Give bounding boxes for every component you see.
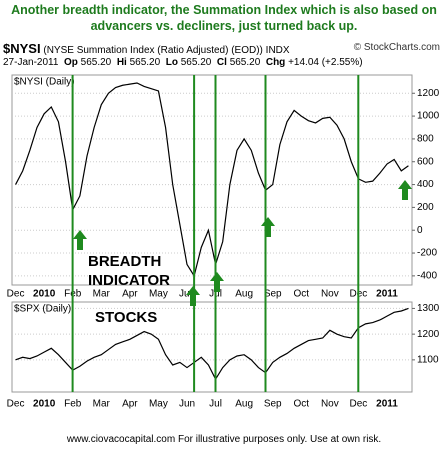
x-tick-label: Oct — [294, 289, 310, 300]
series-line — [15, 307, 409, 381]
x-tick-label: 2011 — [376, 289, 398, 300]
annotation: BREADTH — [88, 253, 161, 270]
y-tick-label: 200 — [417, 202, 434, 213]
panel-frame — [11, 301, 413, 393]
y-tick-label: 1300 — [417, 303, 440, 314]
x-tick-label: May — [149, 399, 168, 410]
x-tick-label: Dec — [350, 399, 368, 410]
x-tick-label: Dec — [7, 289, 25, 300]
symbol: $NYSI — [3, 41, 41, 56]
x-tick-label: Mar — [93, 289, 111, 300]
x-tick-label: Mar — [93, 399, 111, 410]
quote-value: 565.20 — [129, 57, 161, 68]
up-arrow — [398, 180, 412, 200]
up-arrow — [73, 230, 87, 250]
x-tick-label: Oct — [294, 399, 310, 410]
panel-label: $NYSI (Daily) — [14, 77, 75, 88]
source: © StockCharts.com — [353, 42, 440, 53]
quote-label: Lo — [165, 57, 178, 68]
quote-label: Chg — [265, 57, 286, 68]
series-line — [15, 82, 409, 278]
chart: -400 -200 0 200 400 600 800 1000 1200 Dec 2010 Feb M… — [7, 74, 440, 410]
x-tick-label: Dec — [7, 399, 25, 410]
quote-value: 565.20 — [229, 57, 261, 68]
x-tick-label: Aug — [235, 289, 253, 300]
x-tick-label: May — [149, 289, 168, 300]
x-tick-label: Aug — [235, 399, 253, 410]
quote-label: Op — [63, 57, 78, 68]
y-tick-label: 1200 — [417, 329, 440, 340]
up-arrow — [210, 272, 224, 292]
y-tick-label: -200 — [417, 248, 437, 259]
panel-label: $SPX (Daily) — [14, 304, 71, 315]
quote-value: 565.20 — [180, 57, 212, 68]
x-tick-label: Jul — [209, 399, 222, 410]
x-tick-label: Nov — [321, 289, 339, 300]
quote-label: Cl — [216, 57, 227, 68]
quote-value: +14.04 (+2.55%) — [288, 57, 363, 68]
quote-value: 565.20 — [80, 57, 112, 68]
up-arrow — [186, 286, 200, 306]
x-tick-label: Nov — [321, 399, 339, 410]
x-tick-label: 2010 — [33, 399, 56, 410]
title: Another breadth indicator, the Summation… — [11, 3, 437, 33]
header-line: $NYSI (NYSE Summation Index (Ratio Adjus… — [3, 41, 290, 56]
exchange: INDX — [265, 45, 290, 56]
y-tick-label: 0 — [417, 225, 423, 236]
y-tick-label: 1200 — [417, 88, 440, 99]
description: (NYSE Summation Index (Ratio Adjusted) (… — [43, 45, 263, 56]
y-tick-label: 600 — [417, 156, 434, 167]
y-tick-label: 400 — [417, 179, 434, 190]
x-tick-label: 2010 — [33, 289, 56, 300]
x-tick-label: Apr — [122, 289, 138, 300]
y-tick-label: 800 — [417, 134, 434, 145]
quote-date: 27-Jan-2011 — [3, 57, 59, 68]
footer: www.ciovacocapital.com For illustrative … — [66, 434, 382, 445]
annotation: STOCKS — [95, 309, 157, 326]
quote-label: Hi — [116, 57, 127, 68]
x-tick-label: Jun — [179, 399, 195, 410]
y-tick-label: -400 — [417, 271, 437, 282]
x-tick-label: Apr — [122, 399, 138, 410]
x-tick-label: Feb — [64, 399, 82, 410]
y-tick-label: 1000 — [417, 111, 440, 122]
y-tick-label: 1100 — [417, 354, 439, 365]
up-arrow — [261, 217, 275, 237]
annotation: INDICATOR — [88, 272, 170, 289]
x-tick-label: Sep — [264, 289, 282, 300]
x-tick-label: 2011 — [376, 399, 398, 410]
x-tick-label: Sep — [264, 399, 282, 410]
quote-line: 27-Jan-2011 Op 565.20 Hi 565.20 Lo 565.2… — [3, 57, 363, 68]
